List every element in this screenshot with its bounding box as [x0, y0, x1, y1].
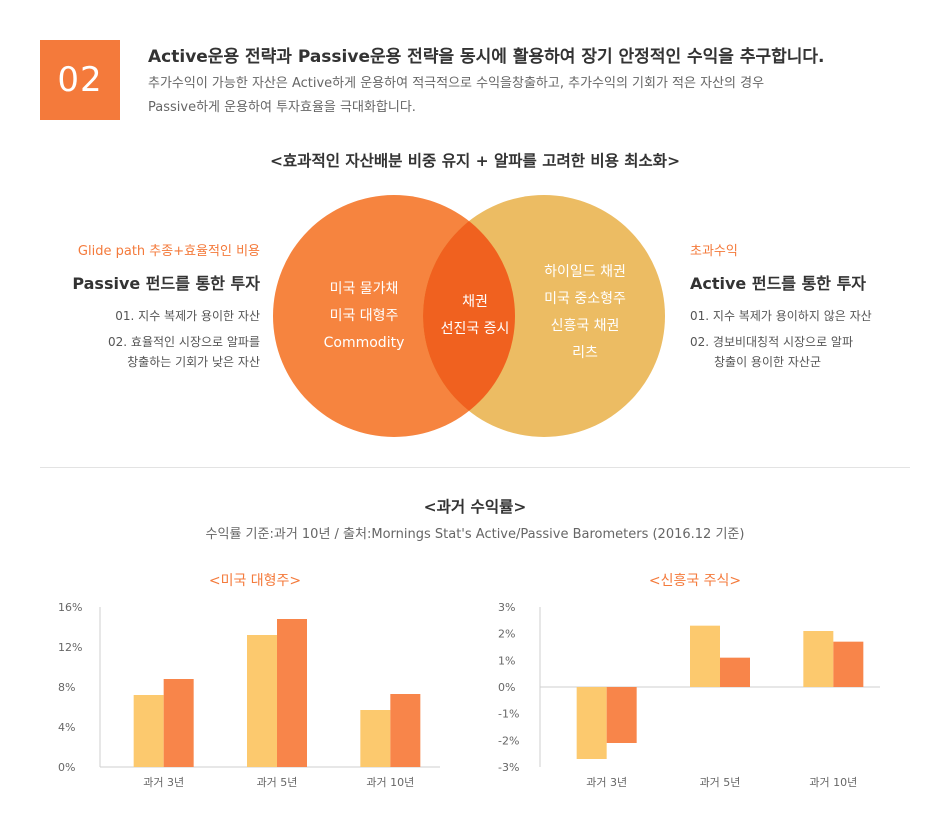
venn-center-label-1: 채권 — [462, 294, 488, 310]
y-tick-label: 1% — [498, 654, 515, 667]
venn-center-label-2: 선진국 증시 — [440, 321, 510, 337]
bar-series-2 — [163, 679, 194, 767]
returns-section-title: <과거 수익률> — [423, 498, 527, 516]
passive-panel: Glide path 추종+효율적인 비용 Passive 펀드를 통한 투자 … — [72, 242, 260, 372]
venn-center-labels: 채권 선진국 증시 — [420, 289, 530, 343]
y-tick-label: 0% — [498, 681, 515, 694]
active-list: 01. 지수 복제가 용이하지 않은 자산 02. 경보비대칭적 시장으로 알파… — [690, 306, 872, 372]
passive-item-2-line-2: 창출하는 기회가 낮은 자산 — [127, 355, 260, 369]
chart-title-us-large-cap: <미국 대형주> — [208, 573, 302, 589]
venn-left-labels: 미국 물가채 미국 대형주 Commodity — [300, 276, 428, 357]
venn-left-label-3: Commodity — [323, 335, 405, 351]
chart-emerging-equity: 3% 2% 1% 0% -1% -2% -3% 과거 3년 과거 5년 과거 10년 — [498, 601, 880, 789]
passive-item-2-line-1: 02. 효율적인 시장으로 알파를 — [108, 335, 260, 349]
passive-list: 01. 지수 복제가 용이한 자산 02. 효율적인 시장으로 알파를 창출하는… — [72, 306, 260, 372]
bar-series-2 — [720, 657, 750, 687]
x-tick-label: 과거 3년 — [586, 776, 627, 789]
venn-left-label-2: 미국 대형주 — [329, 308, 399, 324]
x-tick-label: 과거 10년 — [366, 776, 414, 789]
active-item-1: 01. 지수 복제가 용이하지 않은 자산 — [690, 309, 872, 323]
bar-series-2 — [833, 641, 864, 687]
y-tick-label: 0% — [58, 761, 75, 774]
bar-series-2 — [277, 619, 307, 767]
active-heading: Active 펀드를 통한 투자 — [690, 274, 867, 293]
page-title: Active운용 전략과 Passive운용 전략을 동시에 활용하여 장기 안… — [148, 47, 825, 67]
x-tick-label: 과거 3년 — [143, 776, 184, 789]
bar-series-1 — [247, 635, 277, 767]
passive-heading: Passive 펀드를 통한 투자 — [72, 274, 260, 293]
returns-source-note: 수익률 기준:과거 10년 / 출처:Mornings Stat's Activ… — [205, 527, 745, 542]
x-tick-label: 과거 10년 — [809, 776, 857, 789]
y-tick-label: 3% — [498, 601, 515, 614]
bar-series-1 — [360, 710, 391, 767]
x-tick-label: 과거 5년 — [257, 776, 298, 789]
bar-series-2 — [390, 694, 421, 767]
venn-right-label-4: 리츠 — [572, 345, 598, 361]
bar-series-1 — [133, 695, 164, 767]
y-tick-label: 2% — [498, 628, 515, 641]
passive-tag: Glide path 추종+효율적인 비용 — [77, 244, 260, 259]
chart-us-large-cap: 0% 4% 8% 12% 16% 과거 3년 과거 5년 과거 10년 — [58, 601, 440, 789]
active-item-2-line-1: 02. 경보비대칭적 시장으로 알파 — [690, 335, 854, 349]
description-line-1: 추가수익이 가능한 자산은 Active하게 운용하여 적극적으로 수익을창출하… — [148, 76, 765, 91]
venn-right-label-2: 미국 중소형주 — [544, 291, 626, 307]
y-tick-label: -3% — [498, 761, 519, 774]
y-tick-label: 12% — [58, 641, 82, 654]
y-tick-label: 4% — [58, 721, 75, 734]
venn-right-label-3: 신흥국 채권 — [550, 318, 620, 334]
venn-right-labels: 하이일드 채권 미국 중소형주 신흥국 채권 리츠 — [520, 259, 650, 367]
active-panel: 초과수익 Active 펀드를 통한 투자 01. 지수 복제가 용이하지 않은… — [690, 242, 872, 372]
passive-item-1: 01. 지수 복제가 용이한 자산 — [115, 309, 260, 323]
bar-series-1 — [576, 687, 607, 759]
section-divider — [40, 467, 910, 468]
bar-series-1 — [803, 631, 834, 687]
venn-left-label-1: 미국 물가채 — [329, 281, 399, 297]
y-tick-label: -1% — [498, 708, 519, 721]
bar-series-1 — [690, 625, 720, 687]
chart-title-emerging-equity: <신흥국 주식> — [648, 573, 742, 589]
page-description: 추가수익이 가능한 자산은 Active하게 운용하여 적극적으로 수익을창출하… — [148, 72, 908, 120]
y-tick-label: 8% — [58, 681, 75, 694]
x-tick-label: 과거 5년 — [700, 776, 741, 789]
description-line-2: Passive하게 운용하여 투자효율을 극대화합니다. — [148, 100, 416, 115]
venn-right-label-1: 하이일드 채권 — [544, 264, 626, 280]
active-item-2-line-2: 창출이 용이한 자산군 — [714, 355, 821, 369]
y-tick-label: -2% — [498, 734, 519, 747]
y-tick-label: 16% — [58, 601, 82, 614]
allocation-section-title: <효과적인 자산배분 비중 유지 + 알파를 고려한 비용 최소화> — [269, 152, 681, 170]
active-tag: 초과수익 — [690, 244, 738, 259]
bar-series-2 — [606, 687, 637, 743]
section-number-badge: 02 — [40, 40, 120, 120]
